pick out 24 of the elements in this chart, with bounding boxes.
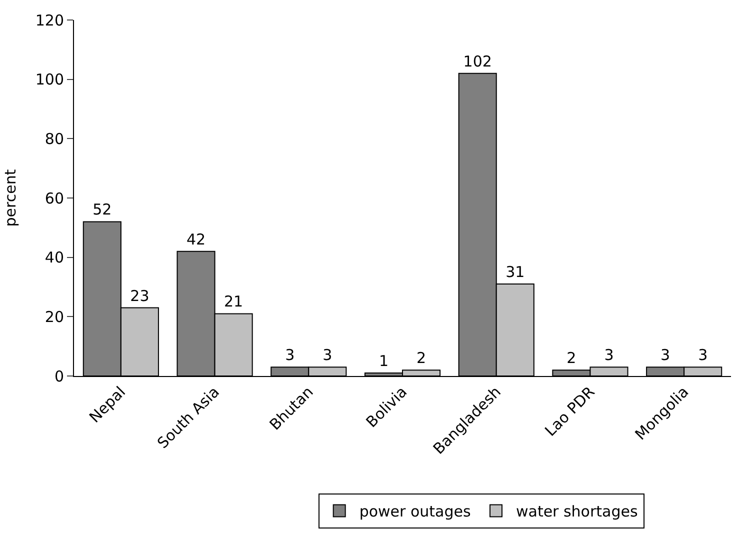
data-label: 2 [416, 349, 426, 368]
y-tick-label: 120 [35, 11, 64, 30]
y-tick-label: 100 [35, 70, 64, 89]
y-tick-label: 60 [44, 189, 64, 208]
data-label: 2 [566, 349, 576, 368]
legend-label: water shortages [516, 502, 638, 521]
data-label: 1 [378, 352, 389, 370]
data-label: 3 [698, 346, 708, 364]
data-label: 3 [660, 346, 670, 364]
y-tick-label: 20 [44, 308, 64, 326]
data-label: 3 [285, 346, 295, 364]
data-label: 21 [224, 292, 244, 311]
data-label: 42 [186, 230, 206, 248]
data-label: 52 [92, 200, 112, 219]
data-label: 31 [506, 263, 525, 282]
y-axis-title: percent [2, 169, 20, 227]
data-label: 102 [463, 52, 492, 70]
legend-label: power outages [359, 502, 471, 521]
data-label: 23 [130, 286, 150, 305]
data-label: 3 [322, 346, 332, 364]
y-tick-label: 0 [54, 367, 64, 386]
data-label: 3 [604, 346, 614, 364]
y-tick-label: 80 [44, 130, 64, 148]
y-tick-label: 40 [44, 248, 64, 267]
